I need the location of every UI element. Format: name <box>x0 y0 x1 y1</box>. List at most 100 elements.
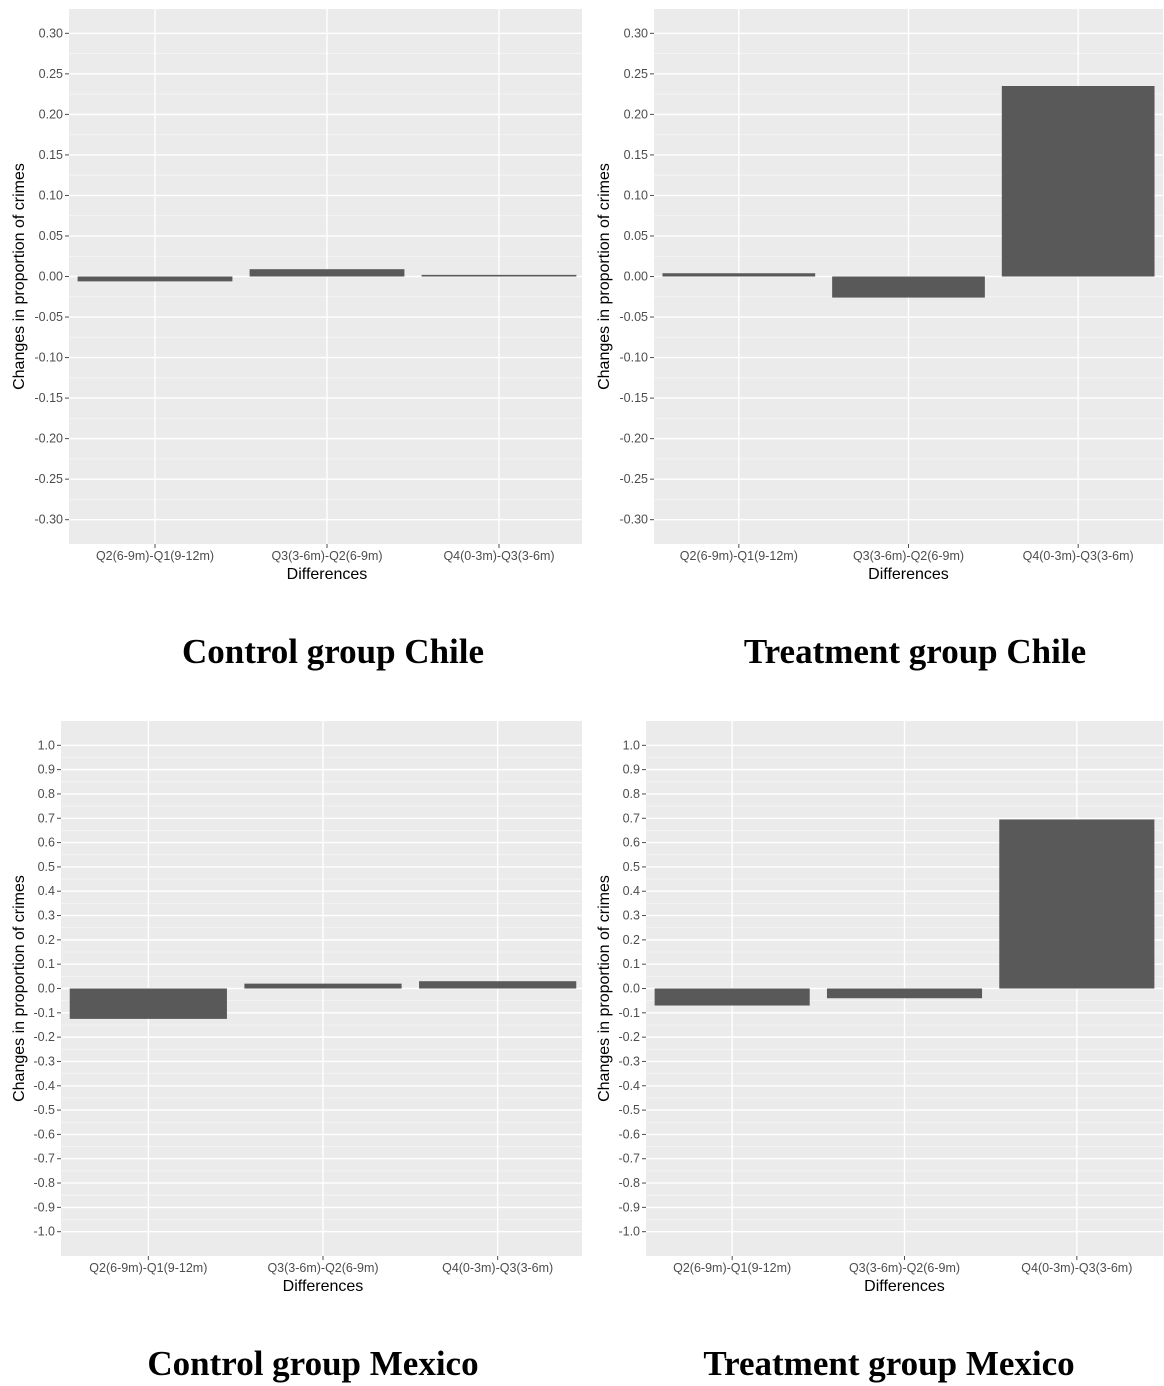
treatment-mexico-chart: -1.0 -0.9 -0.8 -0.7 -0.6 -0.5 -0.4 -0.3 -0.2 -0.1… <box>596 721 1163 1295</box>
control-mexico-caption: Control group Mexico <box>147 1344 479 1383</box>
y-tick-label: 0.3 <box>623 909 640 923</box>
y-tick-label: 1.0 <box>38 738 55 752</box>
y-tick-label: 0.4 <box>38 884 55 898</box>
y-tick-label: -0.1 <box>33 1006 55 1020</box>
y-tick-label: 1.0 <box>623 738 640 752</box>
y-tick-label: 0.00 <box>624 270 648 284</box>
y-tick-label: -0.15 <box>35 391 64 405</box>
y-tick-label: -1.0 <box>618 1225 640 1239</box>
y-tick-label: 0.4 <box>623 884 640 898</box>
y-axis-title: Changes in proportion of crimes <box>11 163 28 390</box>
y-tick-label: 0.5 <box>623 860 640 874</box>
y-axis-title: Changes in proportion of crimes <box>11 875 28 1102</box>
control-chile-chart: -0.30 -0.25 -0.20 -0.15 -0.10 -0.05 0.00 0.05 0.… <box>11 9 582 583</box>
x-tick-label: Q4(0-3m)-Q3(3-6m) <box>1021 1261 1132 1275</box>
y-tick-label: 0.25 <box>624 67 648 81</box>
treatment-mexico-caption: Treatment group Mexico <box>703 1344 1075 1383</box>
y-tick-label: -0.9 <box>33 1200 55 1214</box>
x-axis-title: Differences <box>283 1278 364 1295</box>
y-tick-label: 0.9 <box>623 763 640 777</box>
y-tick-label: 0.05 <box>624 229 648 243</box>
y-tick-label: -0.30 <box>620 513 649 527</box>
y-tick-label: 0.20 <box>39 107 63 121</box>
y-tick-label: -0.05 <box>620 310 649 324</box>
y-tick-label: 0.6 <box>623 836 640 850</box>
bar-2 <box>832 276 985 298</box>
bar-3 <box>999 819 1155 989</box>
x-axis-title: Differences <box>864 1278 945 1295</box>
x-tick-label: Q2(6-9m)-Q1(9-12m) <box>96 549 214 563</box>
x-tick-label: Q3(3-6m)-Q2(6-9m) <box>849 1261 960 1275</box>
y-tick-label: -0.30 <box>35 513 64 527</box>
treatment-chile-caption: Treatment group Chile <box>743 632 1087 671</box>
x-tick-label: Q3(3-6m)-Q2(6-9m) <box>853 549 964 563</box>
y-tick-label: -0.4 <box>33 1079 55 1093</box>
y-tick-label: -0.05 <box>35 310 64 324</box>
x-axis-title: Differences <box>868 566 949 583</box>
y-tick-label: 0.0 <box>38 982 55 996</box>
y-tick-label: -0.9 <box>618 1200 640 1214</box>
y-tick-label: -0.25 <box>35 472 64 486</box>
y-tick-label: 0.1 <box>623 957 640 971</box>
y-tick-label: 0.10 <box>39 188 63 202</box>
y-tick-label: 0.9 <box>38 763 55 777</box>
y-tick-label: 0.30 <box>39 26 63 40</box>
y-tick-label: -0.8 <box>618 1176 640 1190</box>
treatment-chile-chart: -0.30 -0.25 -0.20 -0.15 -0.10 -0.05 0.00 0.05 0.… <box>596 9 1163 583</box>
y-tick-label: -0.4 <box>618 1079 640 1093</box>
y-tick-label: 0.10 <box>624 188 648 202</box>
x-tick-label: Q3(3-6m)-Q2(6-9m) <box>271 549 382 563</box>
y-tick-label: -0.10 <box>35 351 64 365</box>
y-tick-label: 0.2 <box>623 933 640 947</box>
y-tick-label: 0.15 <box>39 148 63 162</box>
y-tick-label: 0.20 <box>624 107 648 121</box>
bar-1 <box>654 988 810 1006</box>
y-tick-label: 0.2 <box>38 933 55 947</box>
y-tick-label: -0.7 <box>33 1152 55 1166</box>
y-tick-label: -0.25 <box>620 472 649 486</box>
y-tick-label: -0.6 <box>33 1127 55 1141</box>
y-tick-label: -0.20 <box>35 432 64 446</box>
y-tick-label: -0.2 <box>618 1030 640 1044</box>
x-axis-title: Differences <box>287 566 368 583</box>
y-tick-label: -0.1 <box>618 1006 640 1020</box>
y-tick-label: 0.5 <box>38 860 55 874</box>
bar-3 <box>1001 86 1155 277</box>
y-tick-label: -0.10 <box>620 351 649 365</box>
x-tick-label: Q2(6-9m)-Q1(9-12m) <box>680 549 798 563</box>
x-tick-label: Q2(6-9m)-Q1(9-12m) <box>673 1261 791 1275</box>
y-tick-label: 0.15 <box>624 148 648 162</box>
y-tick-label: -0.6 <box>618 1127 640 1141</box>
y-tick-label: 0.0 <box>623 982 640 996</box>
y-tick-label: -0.3 <box>33 1054 55 1068</box>
x-tick-label: Q4(0-3m)-Q3(3-6m) <box>1023 549 1134 563</box>
y-tick-label: 0.7 <box>38 811 55 825</box>
bar-2 <box>826 988 983 999</box>
y-tick-label: 0.6 <box>38 836 55 850</box>
bar-1 <box>77 276 233 282</box>
y-tick-label: 0.05 <box>39 229 63 243</box>
y-tick-label: -1.0 <box>33 1225 55 1239</box>
bar-2 <box>244 983 402 989</box>
bar-3 <box>419 981 577 989</box>
y-tick-label: 0.8 <box>38 787 55 801</box>
bar-1 <box>662 273 816 277</box>
control-chile-caption: Control group Chile <box>181 632 485 671</box>
y-axis-title: Changes in proportion of crimes <box>596 875 613 1102</box>
y-tick-label: -0.5 <box>33 1103 55 1117</box>
y-tick-label: 0.00 <box>39 270 63 284</box>
y-tick-label: 0.1 <box>38 957 55 971</box>
y-axis-title: Changes in proportion of crimes <box>596 163 613 390</box>
y-tick-label: 0.25 <box>39 67 63 81</box>
y-tick-label: 0.7 <box>623 811 640 825</box>
y-tick-label: -0.8 <box>33 1176 55 1190</box>
y-tick-label: -0.20 <box>620 432 649 446</box>
y-tick-label: 0.30 <box>624 26 648 40</box>
x-tick-label: Q4(0-3m)-Q3(3-6m) <box>442 1261 553 1275</box>
x-tick-label: Q2(6-9m)-Q1(9-12m) <box>89 1261 207 1275</box>
y-tick-label: 0.3 <box>38 909 55 923</box>
x-tick-label: Q4(0-3m)-Q3(3-6m) <box>443 549 554 563</box>
y-tick-label: -0.15 <box>620 391 649 405</box>
y-tick-label: -0.3 <box>618 1054 640 1068</box>
y-tick-label: 0.8 <box>623 787 640 801</box>
